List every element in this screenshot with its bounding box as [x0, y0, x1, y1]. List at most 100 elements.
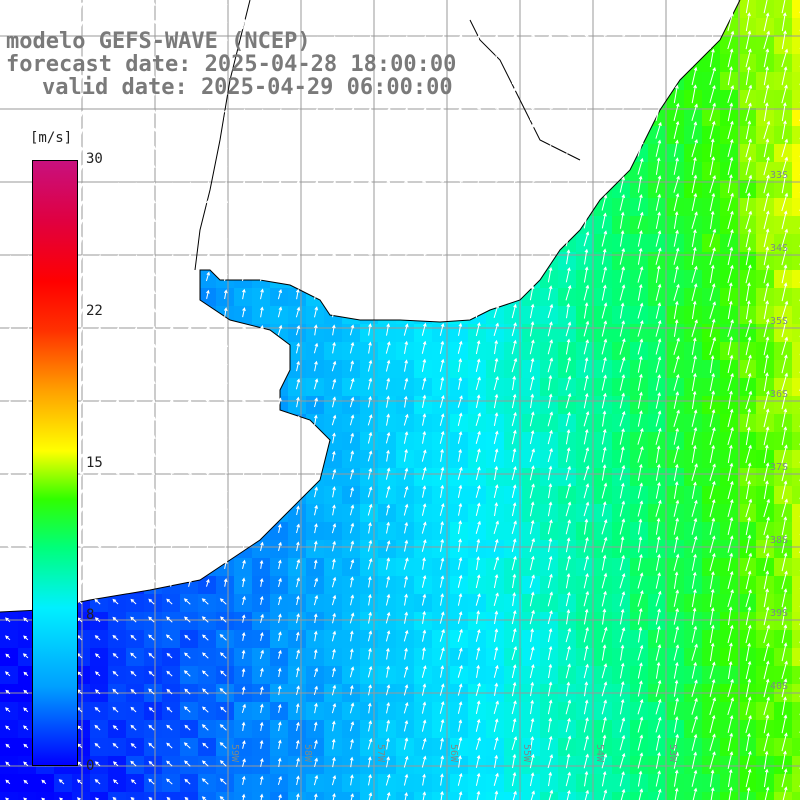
wind-arrow: [295, 0, 301, 12]
wind-arrow: [439, 268, 445, 282]
wind-arrow: [295, 234, 301, 246]
wind-arrow: [439, 358, 445, 372]
wind-arrow: [296, 775, 300, 786]
wind-arrow: [512, 790, 517, 800]
wind-arrow: [152, 343, 156, 354]
wind-arrow: [709, 228, 717, 248]
wind-arrow: [148, 778, 155, 785]
wind-arrow: [278, 721, 282, 732]
wind-arrow: [219, 724, 227, 731]
wind-arrow: [727, 138, 734, 158]
wind-arrow: [583, 284, 590, 301]
wind-arrow: [241, 343, 246, 354]
wind-arrow: [619, 573, 626, 589]
wind-cell: [144, 792, 163, 800]
wind-arrow: [260, 126, 264, 138]
wind-arrow: [170, 236, 174, 245]
wind-arrow: [331, 269, 337, 282]
wind-arrow: [655, 625, 661, 643]
wind-arrow: [565, 753, 571, 769]
wind-arrow: [547, 303, 554, 319]
wind-arrow: [404, 359, 408, 372]
wind-arrow: [116, 344, 120, 353]
wind-arrow: [530, 123, 535, 139]
wind-arrow: [403, 17, 409, 30]
wind-arrow: [313, 180, 319, 192]
wind-arrow: [224, 361, 228, 372]
wind-arrow: [130, 742, 137, 749]
wind-arrow: [296, 649, 300, 660]
wind-arrow: [781, 426, 788, 446]
wind-arrow: [98, 307, 102, 317]
wind-arrow: [25, 146, 30, 155]
wind-arrow: [242, 90, 246, 102]
wind-arrow: [494, 628, 499, 642]
wind-arrow: [223, 181, 228, 192]
wind-arrow: [385, 611, 391, 624]
wind-arrow: [349, 143, 355, 156]
wind-arrow: [295, 469, 300, 480]
wind-arrow: [475, 646, 481, 660]
wind-arrow: [583, 626, 589, 643]
wind-arrow: [745, 750, 752, 770]
wind-arrow: [61, 20, 66, 29]
wind-arrow: [584, 248, 589, 265]
wind-arrow: [169, 73, 174, 84]
wind-arrow: [332, 107, 336, 120]
wind-arrow: [475, 214, 482, 229]
wind-arrow: [691, 697, 698, 715]
wind-arrow: [439, 304, 445, 318]
wind-arrow: [7, 254, 12, 263]
wind-arrow: [475, 232, 481, 247]
wind-arrow: [493, 357, 499, 373]
wind-cell: [126, 792, 145, 800]
wind-arrow: [439, 197, 445, 210]
wind-arrow: [619, 230, 625, 247]
wind-arrow: [260, 469, 264, 480]
wind-arrow: [601, 753, 608, 769]
wind-arrow: [583, 104, 589, 121]
wind-arrow: [619, 771, 625, 787]
wind-arrow: [278, 379, 282, 390]
wind-cell: [792, 72, 800, 91]
wind-arrow: [691, 588, 697, 607]
wind-arrow: [529, 537, 535, 553]
wind-arrow: [493, 124, 499, 139]
wind-arrow: [97, 543, 102, 551]
wind-arrow: [511, 249, 518, 265]
wind-arrow: [583, 302, 589, 319]
wind-arrow: [637, 410, 643, 427]
wind-arrow: [296, 631, 300, 641]
wind-arrow: [26, 110, 30, 119]
wind-arrow: [367, 558, 373, 570]
wind-arrow: [367, 269, 373, 282]
wind-arrow: [26, 326, 30, 335]
wind-arrow: [745, 372, 752, 392]
wind-arrow: [277, 90, 283, 102]
wind-arrow: [709, 444, 715, 463]
wind-arrow: [148, 670, 155, 677]
wind-arrow: [201, 670, 209, 677]
wind-arrow: [202, 652, 209, 659]
wind-arrow: [511, 195, 517, 211]
wind-arrow: [79, 74, 84, 83]
wind-arrow: [673, 120, 680, 140]
wind-arrow: [619, 410, 626, 427]
wind-arrow: [206, 289, 210, 300]
wind-arrow: [457, 484, 463, 498]
wind-arrow: [727, 624, 734, 644]
wind-arrow: [277, 198, 283, 210]
wind-cell: [540, 792, 559, 800]
wind-arrow: [655, 536, 661, 553]
wind-arrow: [512, 753, 517, 769]
wind-arrow: [547, 555, 553, 571]
wind-arrow: [331, 576, 337, 588]
coastline: [0, 0, 741, 613]
wind-arrow: [745, 0, 750, 14]
wind-arrow: [350, 486, 354, 498]
wind-arrow: [25, 308, 30, 317]
wind-arrow: [475, 466, 481, 481]
wind-arrow: [130, 652, 137, 659]
wind-arrow: [277, 757, 282, 767]
wind-arrow: [278, 36, 282, 48]
